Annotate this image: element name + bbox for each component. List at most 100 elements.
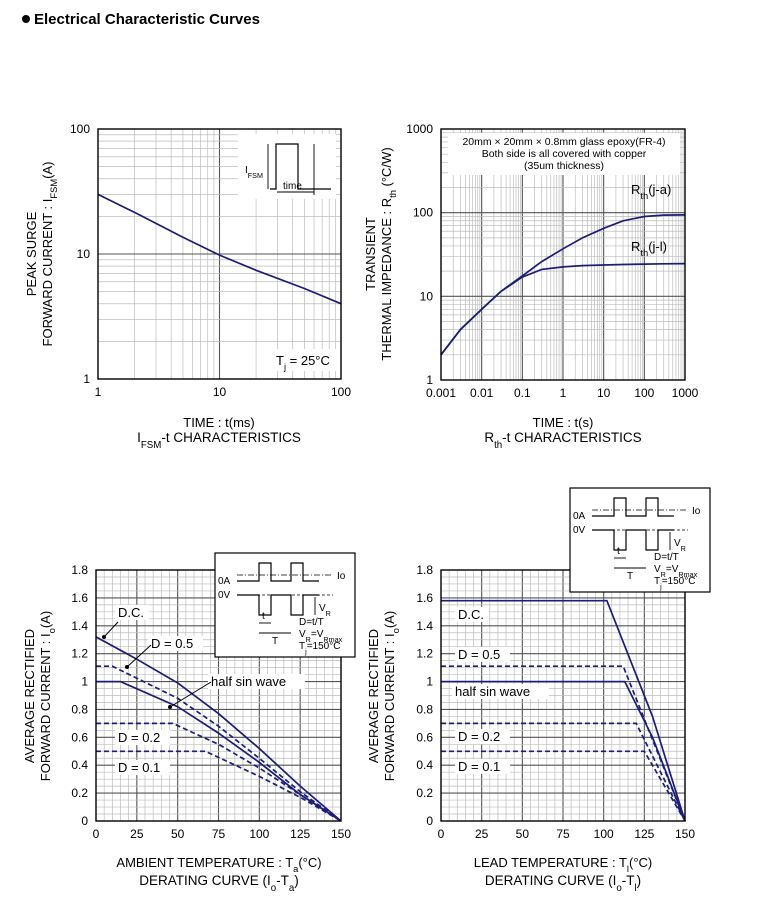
derate-lead-xtick-label: 75 (556, 827, 570, 841)
rth-xtick-label: 100 (634, 386, 654, 400)
derate-lead-inset-box (569, 487, 711, 593)
derate-lead-inset-0a-label: 0A (573, 511, 586, 522)
derate-lead-series-label: D.C. (458, 607, 484, 622)
chart-rth: 20mm × 20mm × 0.8mm glass epoxy(FR-4)Bot… (363, 122, 699, 451)
derate-ambient-ytick-label: 0 (81, 814, 88, 828)
derate-ambient-xlabel: AMBIENT TEMPERATURE : Ta(°C) (116, 855, 321, 874)
ifsm-caption: IFSM-t CHARACTERISTICS (137, 430, 301, 451)
rth-xtick-label: 1000 (672, 386, 699, 400)
rth-xlabel: TIME : t(s) (533, 415, 594, 430)
derate-ambient-ytick-label: 0.4 (71, 758, 88, 772)
derate-ambient-series-line (96, 665, 342, 822)
ifsm-annotation-bg (270, 349, 336, 371)
rth-ytick-label: 1 (426, 373, 433, 387)
derate-ambient-xtick-label: 0 (93, 827, 100, 841)
derate-lead-xtick-label: 100 (594, 827, 614, 841)
derate-ambient-xtick-label: 50 (171, 827, 185, 841)
derate-ambient-label-bg (115, 760, 170, 775)
derate-lead-ytick-label: 0.6 (416, 730, 433, 744)
derate-lead-inset-eq-d: D=t/T (654, 552, 679, 563)
ifsm-ytick-label: 10 (77, 247, 91, 261)
derate-lead-ytick-label: 1.2 (416, 647, 433, 661)
derate-ambient-label-bg (115, 730, 170, 745)
derate-ambient-inset-t-label: t (262, 611, 265, 622)
derate-ambient-series-label: D = 0.2 (118, 730, 160, 745)
derate-ambient-series-label: D.C. (118, 605, 144, 620)
rth-note-line: 20mm × 20mm × 0.8mm glass epoxy(FR-4) (462, 136, 665, 148)
ifsm-inset-label-i: IFSM (245, 165, 263, 180)
derate-ambient-series-line (96, 680, 342, 822)
rth-series-label-jl: Rth(j-l) (631, 239, 667, 258)
page-title-text: Electrical Characteristic Curves (34, 11, 260, 28)
ifsm-ylabel-line2: FORWARD CURRENT : IFSM(A) (40, 162, 59, 347)
derate-lead-label-bg (455, 729, 510, 744)
derate-lead-series-label: D = 0.2 (458, 729, 500, 744)
derate-lead-ytick-label: 0.2 (416, 786, 433, 800)
derate-lead-inset-current-wave (592, 497, 674, 517)
ifsm-annotation: Tj = 25°C (276, 353, 330, 372)
derate-ambient-ytick-label: 1.6 (71, 591, 88, 605)
derate-lead-series-line (441, 599, 686, 822)
derate-ambient-inset-vr-label: VR (319, 603, 331, 618)
derate-ambient-label-bg (148, 636, 203, 651)
rth-note-line: (35um thickness) (524, 160, 604, 172)
rth-ytick-label: 1000 (406, 122, 433, 136)
derate-lead-inset-voltage-wave (592, 529, 674, 551)
derate-ambient-xtick-label: 100 (249, 827, 269, 841)
ifsm-inset-label-time: time (283, 181, 302, 192)
derate-ambient-series-line (95, 636, 342, 822)
derate-ambient-label-leader (126, 644, 152, 668)
derate-lead-ytick-label: 1.4 (416, 619, 433, 633)
derate-lead-inset-T-label: T (627, 571, 633, 582)
derate-lead-series-line (441, 665, 686, 822)
derate-lead-inset-io-label: Io (692, 506, 701, 517)
derate-ambient-label-arrowhead (125, 665, 129, 669)
rth-ylabel-line1: TRANSIENT (363, 217, 378, 291)
derate-ambient-series-line (96, 750, 342, 822)
derate-ambient-label-leader (103, 621, 119, 638)
rth-series-label-ja: Rth(j-a) (631, 182, 671, 201)
derate-ambient-label-arrowhead (102, 635, 106, 639)
derate-ambient-label-arrowhead (168, 705, 172, 709)
derate-ambient-xtick-label: 150 (331, 827, 351, 841)
derate-lead-ytick-label: 0.8 (416, 702, 433, 716)
derate-ambient-xtick-label: 25 (130, 827, 144, 841)
derate-lead-label-bg (452, 684, 549, 699)
derate-ambient-ytick-label: 1.2 (71, 647, 88, 661)
page-title: Electrical Characteristic Curves (22, 11, 260, 28)
derate-ambient-ytick-label: 0.6 (71, 730, 88, 744)
derate-ambient-inset-T-label: T (272, 636, 278, 647)
derate-ambient-ylabel-line2: FORWARD CURRENT : Io(A) (38, 611, 57, 781)
ifsm-series-line (97, 193, 342, 305)
ifsm-inset: IFSM time (238, 134, 336, 199)
derate-ambient-series-label: half sin wave (211, 674, 286, 689)
derate-ambient-series-label: D = 0.1 (118, 760, 160, 775)
rth-frame (440, 128, 686, 381)
bullet-icon (22, 15, 30, 23)
rth-ytick-label: 10 (420, 289, 434, 303)
derate-lead-inset-eq-vr: VR=VRmax (654, 564, 698, 579)
derate-lead-xtick-label: 50 (516, 827, 530, 841)
rth-xtick-label: 1 (560, 386, 567, 400)
derate-ambient-ylabel-line1: AVERAGE RECTIFIED (22, 629, 37, 763)
ifsm-xtick-label: 10 (213, 385, 227, 399)
ifsm-xtick-label: 100 (331, 385, 351, 399)
derate-lead-ytick-label: 1 (426, 675, 433, 689)
derate-ambient-inset-box (214, 552, 356, 658)
derate-ambient-inset-voltage-wave (237, 594, 319, 616)
derate-lead-xtick-label: 0 (438, 827, 445, 841)
chart-derate-lead: 0 25 50 75 100 125 150 0 0.2 0.4 0.6 0.8 1 1.2 1.4 1.6 1… (366, 487, 711, 894)
derate-lead-xlabel: LEAD TEMPERATURE : Tl(°C) (474, 855, 652, 874)
derate-lead-caption: DERATING CURVE (Io-Tl) (485, 873, 641, 894)
derate-ambient-ytick-label: 0.8 (71, 702, 88, 716)
derate-ambient-inset-eq-tj: Tj=150°C (299, 641, 340, 656)
derate-lead-inset-0v-label: 0V (573, 525, 586, 536)
derate-ambient-inset-current-wave (237, 562, 319, 582)
ifsm-frame (97, 128, 342, 380)
ifsm-xtick-label: 1 (95, 385, 102, 399)
derate-lead-series-label: D = 0.1 (458, 759, 500, 774)
derate-ambient-inset-io-label: Io (337, 571, 346, 582)
